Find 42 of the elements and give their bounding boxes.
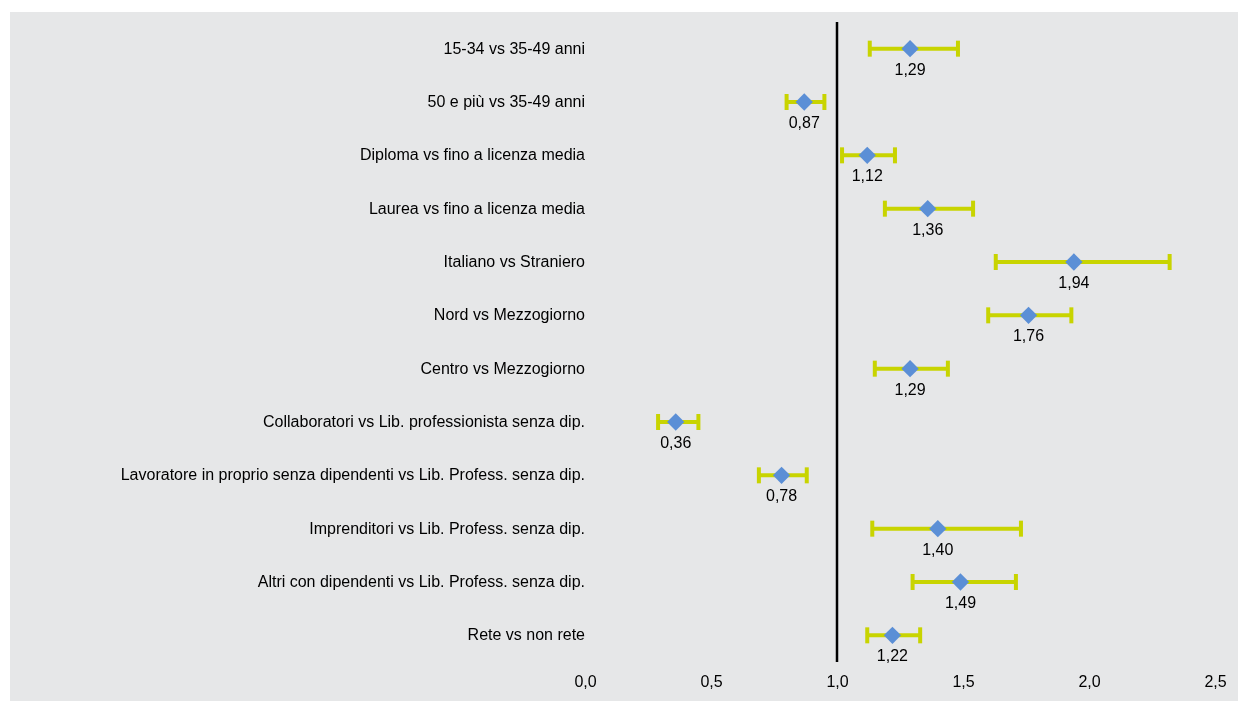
point [901, 40, 919, 58]
data-label: 1,76 [1012, 327, 1045, 345]
data-label: 1,36 [912, 220, 944, 238]
data-label: 1,22 [876, 647, 909, 665]
y-tick-label: Diploma vs fino a licenza media [360, 146, 586, 164]
y-tick-label: Centro vs Mezzogiorno [420, 359, 586, 377]
data-label: 1,29 [894, 60, 926, 78]
point [1019, 306, 1038, 324]
x-tick-label: 1,0 [826, 673, 849, 691]
y-tick-label: Nord vs Mezzogiorno [433, 306, 586, 324]
point [901, 360, 919, 378]
point [667, 413, 685, 431]
x-tick-label: 0,0 [574, 673, 597, 691]
y-tick-label: Lavoratore in proprio senza dipendenti vs Lib. Profess. senza dip. [120, 466, 585, 484]
data-label: 0,36 [660, 434, 692, 451]
x-tick-label: 0,5 [700, 673, 723, 691]
point [1065, 253, 1083, 271]
data-label: 1,40 [922, 540, 954, 558]
point [929, 520, 947, 538]
point [951, 573, 970, 591]
data-label: 0,87 [788, 114, 820, 131]
point [772, 466, 791, 484]
x-tick-label: 2,5 [1204, 673, 1227, 691]
y-tick-label: Altri con dipendenti vs Lib. Profess. senza dip. [257, 573, 585, 591]
y-tick-label: Laurea vs fino a licenza media [368, 199, 586, 217]
x-tick-label: 1,5 [952, 673, 975, 691]
point [919, 200, 937, 218]
y-tick-label: Italiano vs Straniero [443, 253, 586, 271]
y-tick-label: Rete vs non rete [467, 626, 586, 644]
y-tick-label: 15-34 vs 35-49 anni [443, 39, 585, 57]
data-label: 1,29 [894, 380, 926, 398]
y-tick-label: 50 e più vs 35-49 anni [427, 93, 585, 111]
point [858, 146, 876, 164]
x-tick-label: 2,0 [1078, 673, 1101, 691]
data-label: 1,94 [1058, 274, 1090, 291]
point [795, 93, 813, 111]
point [883, 626, 902, 644]
data-label: 1,49 [944, 594, 977, 611]
data-label: 0,78 [765, 487, 798, 505]
y-tick-label: Imprenditori vs Lib. Profess. senza dip. [309, 519, 585, 537]
y-tick-label: Collaboratori vs Lib. professionista senza dip. [263, 413, 585, 431]
data-label: 1,12 [851, 167, 883, 185]
